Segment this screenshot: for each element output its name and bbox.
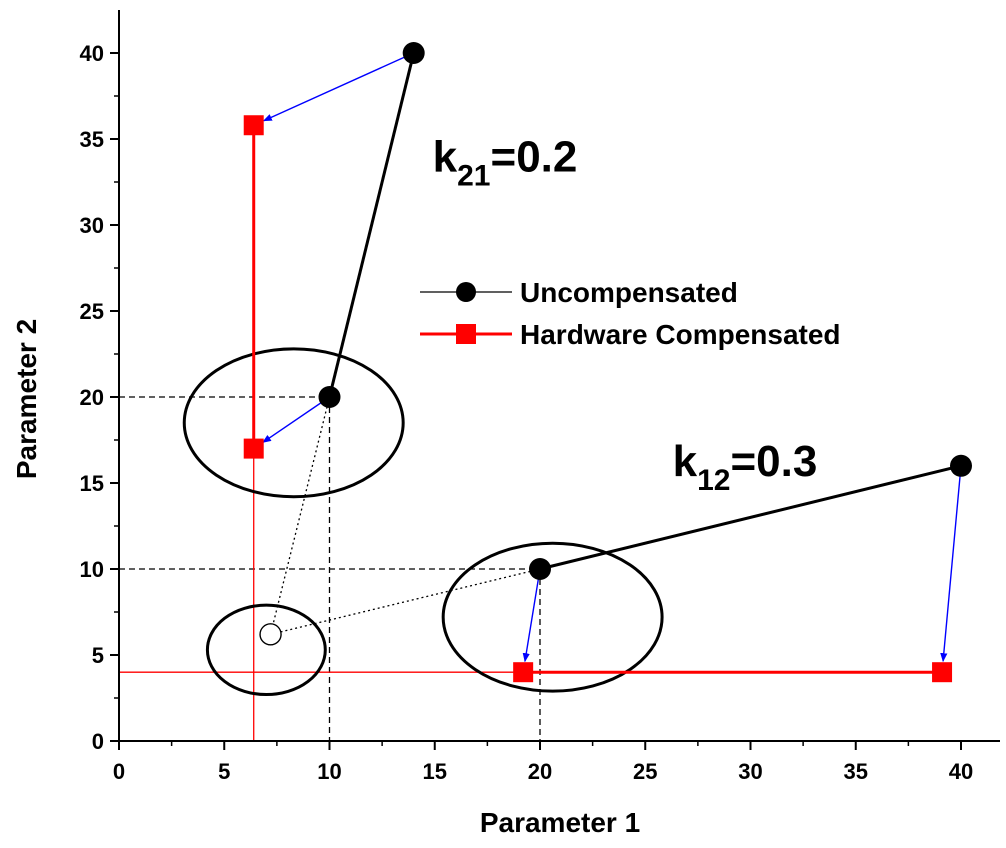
x-axis-title: Parameter 1 [480, 807, 640, 838]
ellipse-2 [205, 603, 327, 697]
y-tick-label-7: 35 [80, 127, 104, 152]
point-1-0-1 [243, 115, 264, 136]
legend-marker-uncompensated [456, 282, 476, 302]
arrow-1 [262, 396, 330, 443]
series-0-segment-0 [328, 52, 416, 398]
point-1-0-0 [243, 438, 264, 459]
point-0-0-0 [318, 386, 341, 408]
y-tick-label-0: 0 [92, 729, 104, 754]
arrows [262, 52, 962, 663]
x-tick-label-7: 35 [844, 759, 868, 784]
arrow-0 [262, 52, 414, 122]
axes: 0 5 10 15 20 25 30 35 40 0 5 10 15 20 25 30 35 40 [80, 10, 1000, 784]
point-0-1-0 [529, 558, 551, 580]
point-1-1-1 [932, 662, 953, 683]
annotation-k12-base: k [673, 437, 698, 486]
y-tick-label-1: 5 [92, 643, 104, 668]
point-1-1-0 [513, 662, 534, 683]
x-tick-label-6: 30 [738, 759, 762, 784]
x-tick-label-4: 20 [528, 759, 552, 784]
x-tick-label-2: 10 [317, 759, 341, 784]
y-tick-label-6: 30 [80, 213, 104, 238]
arrow-2 [522, 568, 541, 663]
guide-lines [119, 396, 541, 741]
y-tick-label-4: 20 [80, 385, 104, 410]
x-tick-label-1: 5 [218, 759, 230, 784]
annotation-k21-base: k [433, 133, 458, 182]
ellipse-1 [441, 541, 664, 693]
annotation-k12-rest: =0.3 [730, 437, 817, 486]
annotation-k12-sub: 12 [697, 464, 730, 497]
legend-label-hardware-compensated: Hardware Compensated [520, 319, 841, 350]
open-point [259, 623, 282, 646]
y-tick-label-3: 15 [80, 471, 104, 496]
legend: Uncompensated Hardware Compensated [420, 277, 841, 350]
ellipse-0 [182, 347, 405, 499]
legend-label-uncompensated: Uncompensated [520, 277, 738, 308]
annotation-k21: k21=0.2 [433, 133, 578, 193]
annotation-k12: k12=0.3 [673, 437, 818, 497]
series-0-segment-1 [539, 464, 962, 571]
series-lines [252, 52, 962, 674]
x-tick-label-8: 40 [949, 759, 973, 784]
ellipses [182, 347, 664, 697]
x-tick-label-5: 25 [633, 759, 657, 784]
guide-line-dotted-1 [270, 568, 541, 635]
annotation-k21-sub: 21 [457, 160, 490, 193]
y-tick-label-8: 40 [80, 41, 104, 66]
x-tick-label-0: 0 [113, 759, 125, 784]
y-tick-label-2: 10 [80, 557, 104, 582]
data-points [243, 42, 972, 683]
point-0-1-1 [950, 454, 972, 477]
x-tick-label-3: 15 [423, 759, 447, 784]
y-axis-title: Parameter 2 [11, 319, 42, 479]
legend-marker-hardware-compensated [456, 324, 476, 344]
annotation-k21-rest: =0.2 [491, 133, 578, 182]
arrow-3 [940, 465, 962, 663]
y-tick-label-5: 25 [80, 299, 104, 324]
guide-line-dotted-0 [269, 396, 331, 635]
point-0-0-1 [402, 42, 425, 64]
